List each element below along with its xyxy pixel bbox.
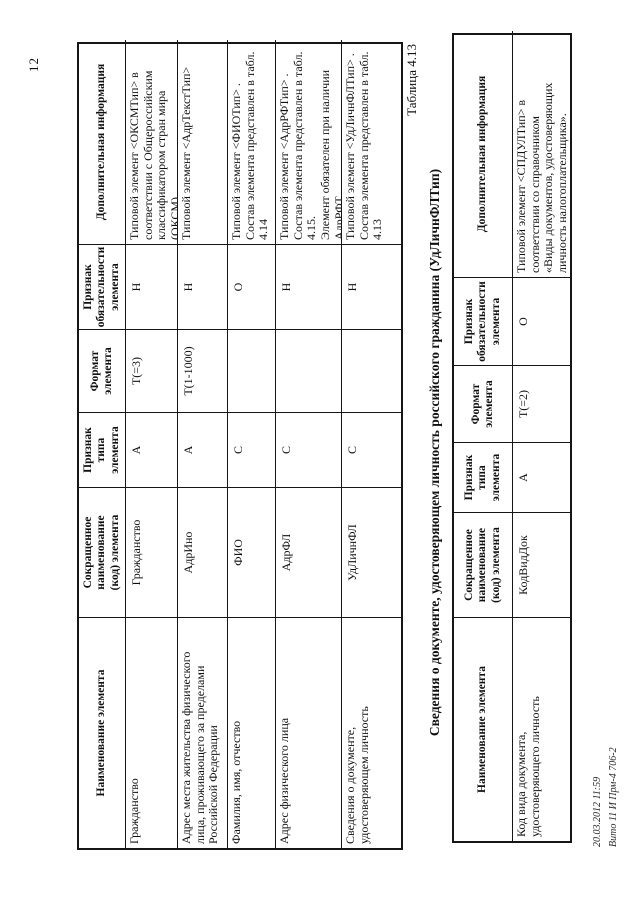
cell-required: О [227, 245, 275, 330]
cell-format: Т(1-1000) [177, 330, 227, 413]
column-header-format: Формат элемента [454, 366, 512, 443]
cell-name: Сведения о документе, удостоверяющем лич… [341, 618, 401, 848]
cell-required: Н [177, 245, 227, 330]
cell-code: УдЛичнФЛ [341, 488, 401, 618]
cell-type: С [227, 413, 275, 488]
column-header-type: Признак типа элемента [454, 443, 512, 513]
cell-name: Фамилия, имя, отчество [227, 618, 275, 848]
cell-code: АдрИно [177, 488, 227, 618]
column-header-code: Сокращенное наименование (код) элемента [454, 513, 512, 618]
cell-type: А [512, 443, 570, 513]
column-header-info: Дополнительная информация [454, 31, 512, 278]
cell-info: Типовой элемент <СПДУЛТип> в соответстви… [512, 31, 570, 278]
column-header-name: Наименование элемента [95, 669, 108, 797]
cell-name: Адрес места жительства физического лица,… [177, 618, 227, 848]
cell-format [227, 330, 275, 413]
column-header-name: Наименование элемента [476, 666, 489, 793]
cell-code: КодВидДок [512, 513, 570, 618]
cell-required: Н [275, 245, 341, 330]
column-header-format: Формат элемента [79, 330, 125, 413]
column-header-code: Сокращенное наименование (код) элемента [79, 488, 125, 618]
cell-info: Типовой элемент <УдЛичнФЛТип> . Состав э… [341, 40, 401, 245]
column-header-required: Признак обязательности элемента [79, 245, 125, 330]
cell-info: Типовой элемент <АдрРФТип> . Состав элем… [275, 40, 341, 245]
cell-info: Типовой элемент <АдрТекстТип> [177, 40, 227, 245]
table-caption: Таблица 4.13 [404, 44, 419, 116]
print-stamp-datetime: 20.03.2012 11:59 [592, 776, 603, 847]
column-header-required: Признак обязательности элемента [454, 278, 512, 366]
cell-format: Т(=2) [512, 366, 570, 443]
cell-required: О [512, 278, 570, 366]
cell-format [341, 330, 401, 413]
cell-info: Типовой элемент <ОКСМТип> в соответствии… [125, 40, 177, 245]
cell-code: Гражданство [125, 488, 177, 618]
cell-type: С [341, 413, 401, 488]
cell-format: Т(=3) [125, 330, 177, 413]
print-stamp: 20.03.2012 11:59 Вито 11 И Прм-4 706-2 [590, 747, 621, 847]
cell-name: Адрес физического лица [275, 618, 341, 848]
cell-required: Н [341, 245, 401, 330]
column-header-info: Дополнительная информация [79, 40, 125, 245]
cell-name: Код вида документа, удостоверяющего личн… [512, 618, 570, 841]
cell-code: ФИО [227, 488, 275, 618]
cell-info: Типовой элемент <ФИОТип> . Состав элемен… [227, 40, 275, 245]
cell-type: А [177, 413, 227, 488]
cell-required: Н [125, 245, 177, 330]
cell-type: С [275, 413, 341, 488]
column-header-type: Признак типа элемента [79, 413, 125, 488]
cell-type: А [125, 413, 177, 488]
cell-format [275, 330, 341, 413]
cell-code: АдрФЛ [275, 488, 341, 618]
page-number: 12 [26, 57, 41, 72]
table2-title: Сведения о документе, удостоверяющем лич… [427, 168, 442, 737]
element-table: Наименование элемента Сокращенное наимен… [77, 40, 403, 850]
cell-name: Гражданство [125, 618, 177, 848]
identity-document-table: Наименование элемента Сокращенное наимен… [452, 31, 572, 843]
print-stamp-reference: Вито 11 И Прм-4 706-2 [607, 747, 619, 847]
